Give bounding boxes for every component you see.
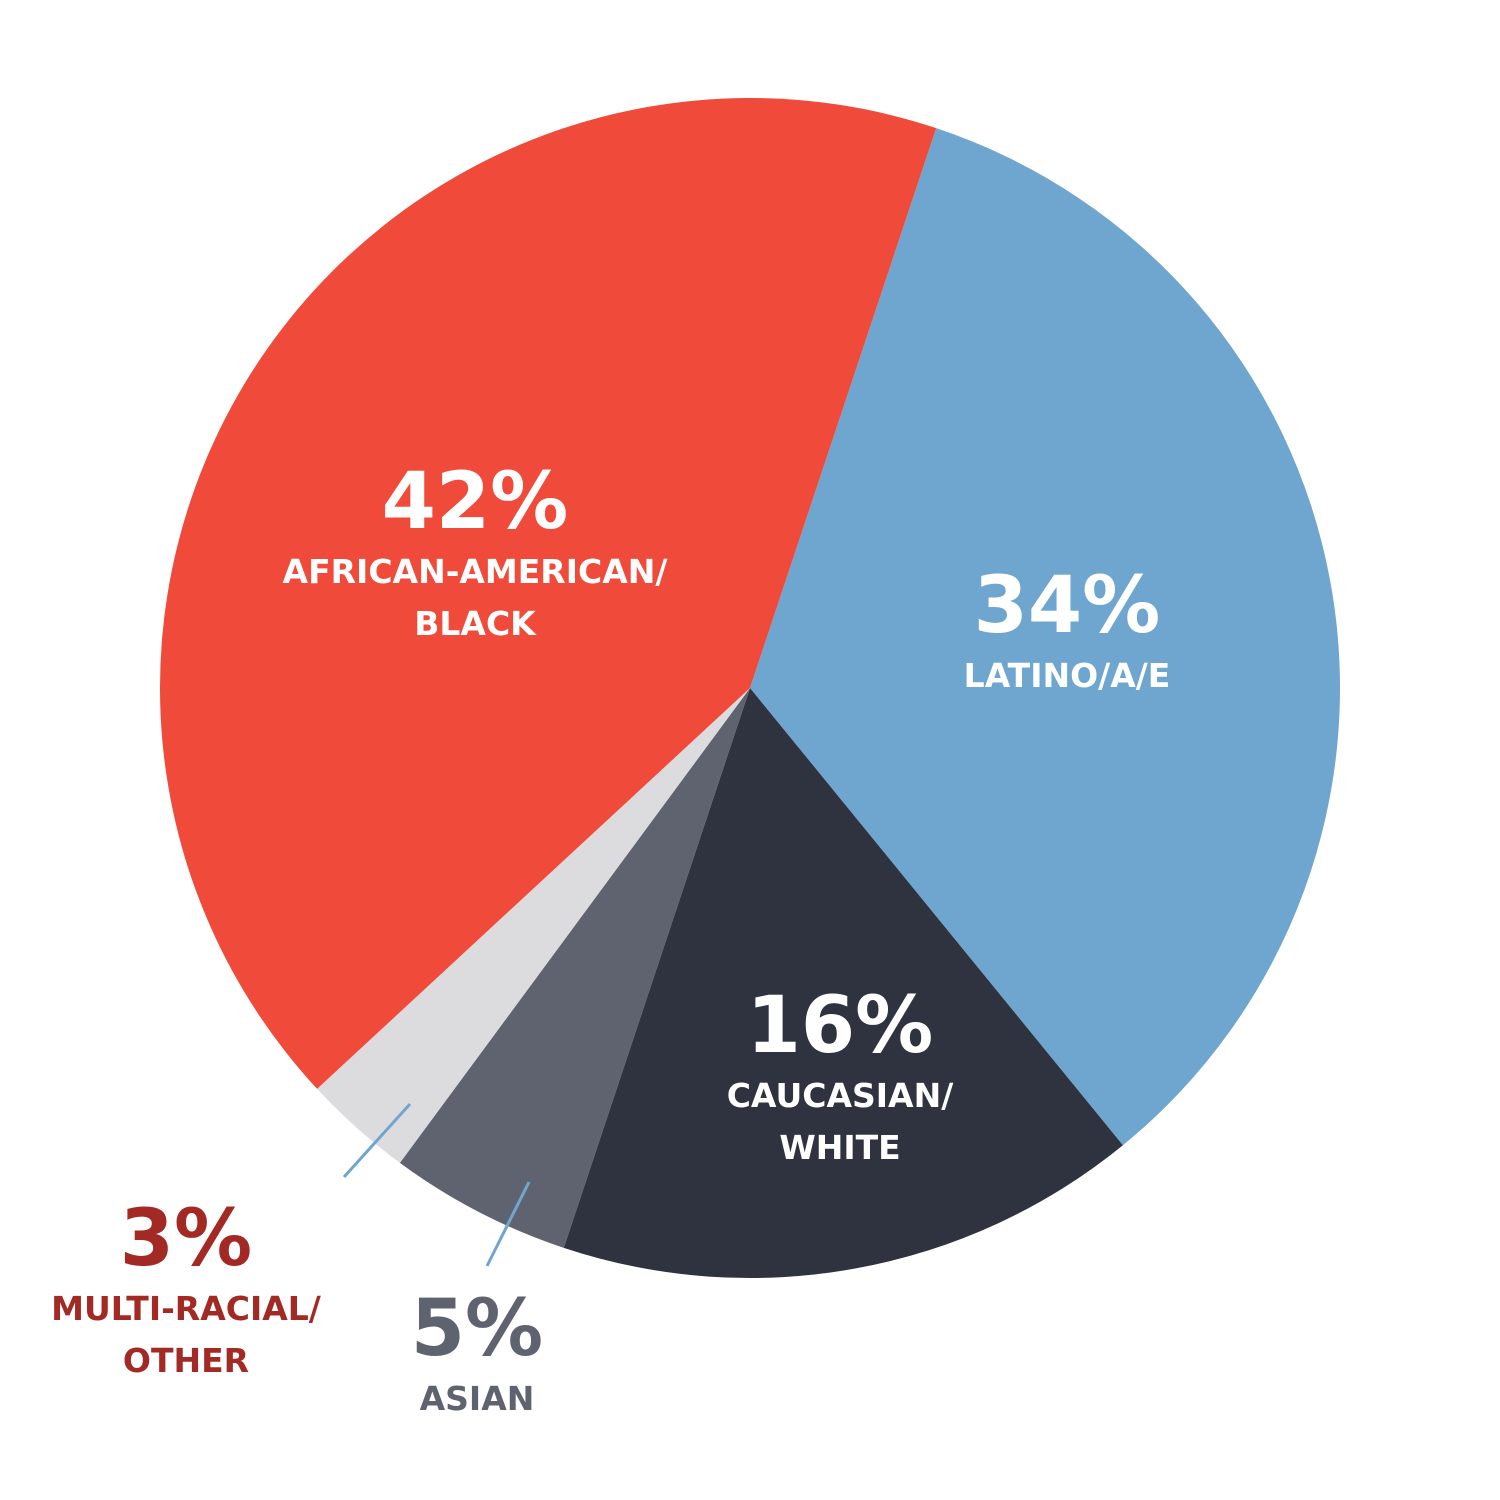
pie-slice-asian <box>399 688 750 1248</box>
slice-labels: 42% AFRICAN-AMERICAN/BLACK 34% LATINO/A/E 16… <box>51 457 1170 1418</box>
leader-lines <box>342 1102 531 1267</box>
slice-category-label: BLACK <box>414 604 537 643</box>
slice-category-label: CAUCASIAN/ <box>727 1076 955 1115</box>
slice-category-label: LATINO/A/E <box>964 656 1171 695</box>
slice-percent-label: 3% <box>120 1194 252 1284</box>
slice-percent-label: 16% <box>747 981 934 1071</box>
leader-line <box>342 1102 412 1179</box>
slice-category-label: OTHER <box>123 1341 249 1380</box>
pie-slice-caucasian-white <box>563 688 1123 1279</box>
slice-percent-label: 34% <box>974 561 1161 651</box>
slice-percent-label: 5% <box>411 1284 543 1374</box>
pie-slice-multi-racial-other <box>317 688 750 1163</box>
slice-category-label: ASIAN <box>420 1379 535 1418</box>
slice-category-label: MULTI-RACIAL/ <box>51 1289 322 1328</box>
pie-slices <box>159 97 1341 1279</box>
pie-slice-african-american-black <box>159 97 937 1089</box>
slice-category-label: AFRICAN-AMERICAN/ <box>283 552 669 591</box>
slice-percent-label: 42% <box>382 457 569 547</box>
leader-line <box>485 1181 531 1267</box>
pie-slice-latino-a-e <box>750 128 1341 1146</box>
slice-category-label: WHITE <box>779 1128 900 1167</box>
